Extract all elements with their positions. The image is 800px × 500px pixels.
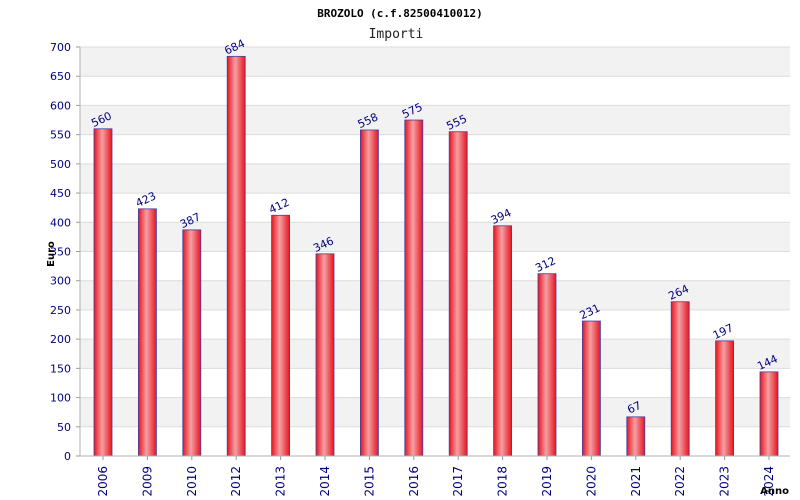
bar-2014 [315, 253, 335, 457]
x-tick-label: 2014 [318, 466, 332, 497]
grid-band [80, 47, 790, 77]
x-tick-label: 2021 [629, 466, 643, 497]
bar-2013 [271, 214, 291, 457]
y-axis-label: Euro [46, 241, 57, 267]
bar-2020 [582, 320, 601, 457]
y-tick-label: 450 [50, 187, 71, 200]
x-tick-label: 2016 [407, 466, 421, 497]
x-tick-label: 2022 [673, 466, 687, 497]
x-tick-label: 2010 [185, 466, 199, 497]
bar-2023 [715, 340, 734, 457]
x-tick-label: 2023 [718, 466, 732, 497]
x-tick-label: 2024 [762, 466, 776, 497]
bar-2015 [359, 129, 379, 457]
y-tick-label: 50 [57, 421, 71, 434]
y-tick-label: 400 [50, 216, 71, 229]
y-tick-label: 550 [50, 129, 71, 142]
x-tick-label: 2006 [96, 466, 110, 497]
chart-subtitle: Importi [369, 27, 424, 42]
data-label-2013: 412 [267, 196, 292, 217]
bar-2021 [626, 416, 646, 457]
bar-2010 [182, 229, 202, 457]
x-tick-label: 2013 [274, 466, 288, 497]
y-tick-label: 350 [50, 246, 71, 259]
x-tick-label: 2009 [140, 466, 154, 497]
y-tick-label: 150 [50, 362, 71, 375]
x-tick-label: 2012 [229, 466, 243, 497]
bar-2009 [137, 208, 157, 457]
y-tick-label: 0 [64, 450, 71, 463]
y-tick-label: 600 [50, 99, 71, 112]
data-label-2021: 67 [625, 399, 643, 417]
bar-2022 [670, 301, 690, 457]
grid-band [80, 105, 790, 135]
bar-2017 [448, 131, 468, 457]
grid-band [80, 163, 790, 194]
bar-2019 [537, 273, 557, 457]
y-tick-label: 700 [50, 41, 71, 54]
y-axis-ticks: 0 50 100 150 200 250 300 350 400 450 500 550 600 650 7… [50, 41, 80, 463]
x-tick-label: 2020 [584, 466, 598, 497]
y-tick-label: 650 [50, 70, 71, 83]
x-tick-label: 2015 [362, 466, 376, 497]
y-tick-label: 300 [50, 275, 71, 288]
x-axis-ticks: 2006 2009 2010 2012 2013 2014 2015 2016 2017 2018… [96, 456, 776, 497]
y-tick-label: 100 [50, 392, 71, 405]
bar-2006 [93, 128, 113, 457]
bar-2024 [759, 371, 779, 457]
chart-title: BROZOLO (c.f.82500410012) [317, 7, 483, 20]
data-label-2019: 312 [533, 254, 558, 275]
bar-2012 [226, 55, 246, 457]
bar-2018 [493, 225, 513, 457]
x-axis-label: Anno [760, 486, 789, 497]
x-tick-label: 2017 [451, 466, 465, 497]
y-tick-label: 500 [50, 158, 71, 171]
y-tick-label: 250 [50, 304, 71, 317]
bar-2016 [404, 119, 424, 457]
y-tick-label: 200 [50, 333, 71, 346]
x-tick-label: 2019 [540, 466, 554, 497]
x-tick-label: 2018 [496, 466, 510, 497]
